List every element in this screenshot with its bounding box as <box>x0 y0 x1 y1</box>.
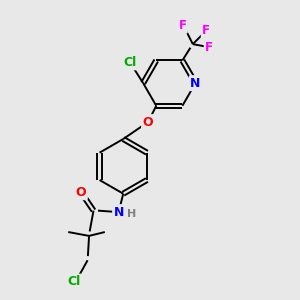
Text: F: F <box>205 40 213 54</box>
Text: Cl: Cl <box>123 56 136 69</box>
Text: F: F <box>202 24 210 37</box>
Text: H: H <box>127 208 136 219</box>
Text: N: N <box>114 206 124 219</box>
Text: O: O <box>142 116 153 129</box>
Text: O: O <box>76 186 86 199</box>
Text: Cl: Cl <box>68 275 81 288</box>
Text: N: N <box>190 76 201 90</box>
Text: F: F <box>178 19 186 32</box>
